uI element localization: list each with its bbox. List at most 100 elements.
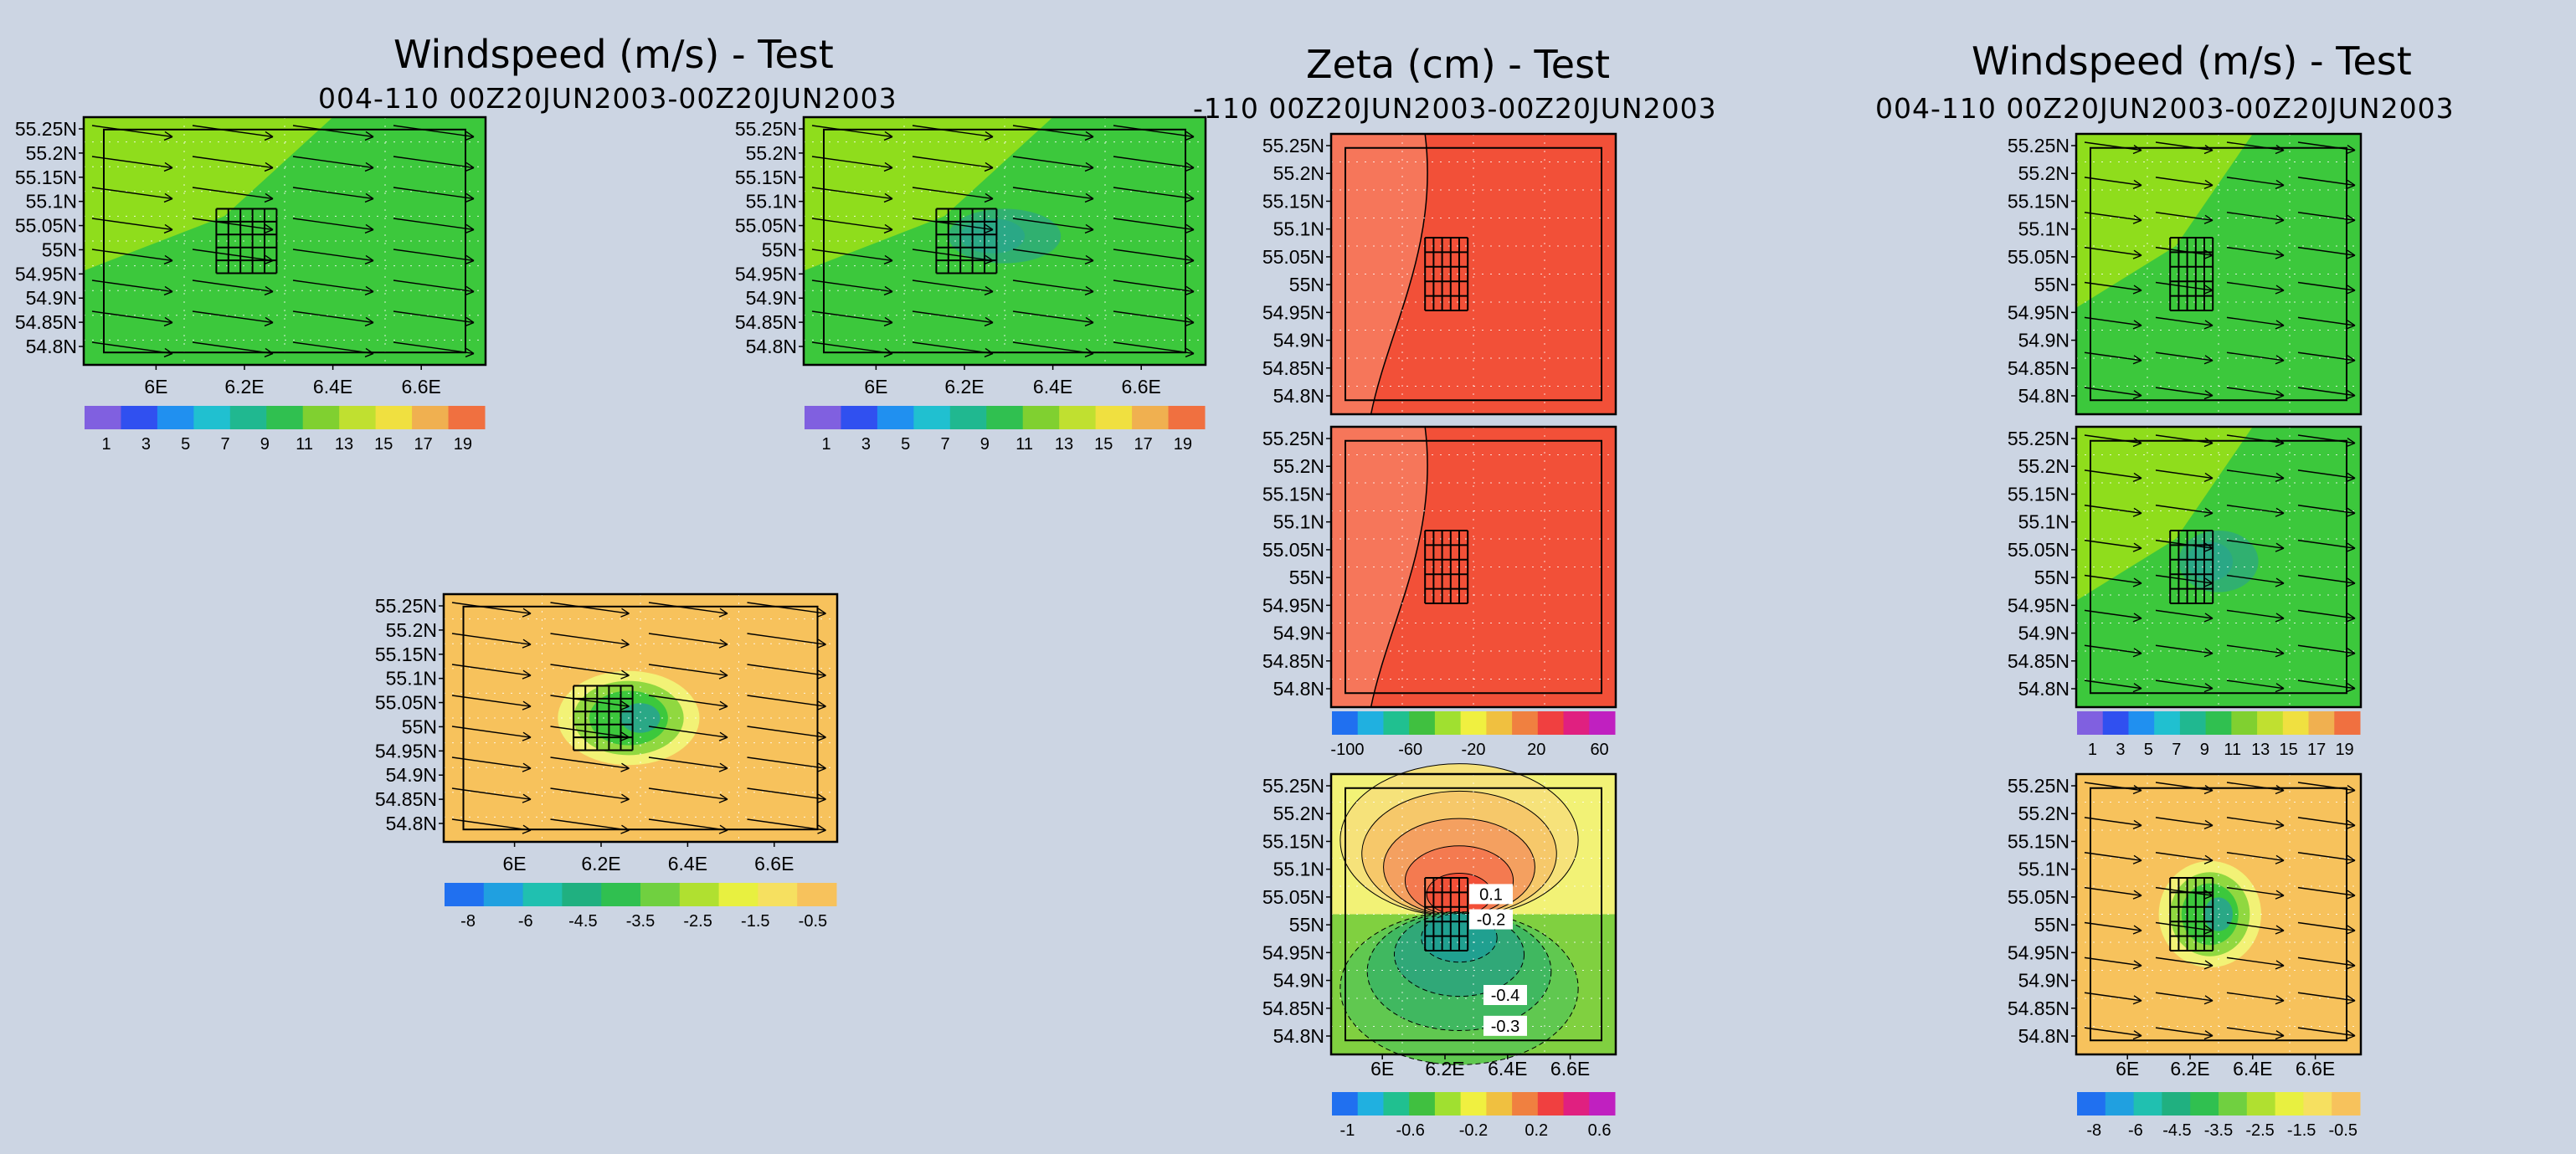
wind-arrow-head	[984, 131, 994, 141]
colorbar-label: -2.5	[683, 912, 712, 931]
wind-arrow-head	[2275, 249, 2285, 259]
wake-inner	[2187, 541, 2233, 582]
colorbar-label: -0.5	[799, 912, 827, 931]
lon-label: 6.4E	[313, 376, 352, 397]
map-frame	[2075, 772, 2363, 1056]
wind-arrow	[91, 187, 173, 200]
wind-arrow-head	[817, 731, 826, 741]
wind-arrow	[2155, 505, 2214, 514]
map-frame	[2075, 425, 2363, 709]
wind-arrow	[550, 695, 630, 707]
wind-arrow-head	[2132, 542, 2142, 552]
wind-arrow-head	[2203, 648, 2214, 658]
domain-box	[2090, 439, 2347, 695]
lat-label: 55.2N	[1273, 803, 1324, 824]
lat-label: 55.05N	[2008, 246, 2070, 268]
colorbar-label: -4.5	[568, 912, 597, 931]
lon-label: 6.6E	[402, 376, 441, 397]
wind-arrow-head	[2132, 819, 2142, 830]
contour-label-bg	[1469, 884, 1513, 905]
lat-label: 54.95N	[2008, 301, 2070, 323]
wind-arrow-head	[984, 223, 994, 234]
lat-label: 54.9N	[2018, 330, 2070, 351]
lat-label: 55N	[402, 715, 437, 737]
wind-arrow-head	[2203, 472, 2214, 483]
wind-arrow-head	[2346, 542, 2356, 552]
wind-arrow-head	[817, 824, 826, 834]
wind-arrow	[2084, 817, 2142, 827]
colorbar-swatch	[1132, 406, 1170, 429]
lat-label: 54.85N	[1262, 998, 1324, 1019]
wind-arrow	[2084, 539, 2142, 549]
colorbar-label: 1	[822, 435, 831, 454]
colorbar-swatch	[2162, 1092, 2191, 1116]
lat-label: 54.9N	[1273, 330, 1324, 351]
wind-arrow	[1012, 218, 1094, 231]
colorbar-swatch	[193, 406, 231, 429]
colorbar-label: -60	[1398, 741, 1422, 759]
wind-arrow	[2084, 886, 2142, 896]
lat-label: 54.8N	[1273, 385, 1324, 407]
wind-arrow-head	[2132, 960, 2142, 970]
lon-label: 6E	[503, 853, 527, 874]
map-area: 55.25N55.2N55.15N55.1N55.05N55N54.95N54.…	[735, 115, 1207, 454]
wind-arrow-head	[2346, 144, 2356, 155]
wind-arrow	[2226, 852, 2285, 861]
wind-arrow-head	[2132, 249, 2142, 259]
wind-arrow-head	[465, 192, 475, 203]
wind-arrow-head	[522, 700, 532, 710]
colorbar-swatch	[1022, 406, 1060, 429]
lat-label: 55.1N	[2018, 218, 2070, 240]
colorbar-swatch	[2303, 1092, 2332, 1116]
panel-zeta-middle: 55.25N 55.2N 55.15N 55.1N 55.05N 55N 54.95N 54.…	[1197, 425, 1649, 773]
wind-arrow-head	[2203, 1030, 2214, 1040]
wind-arrow-head	[1185, 162, 1195, 172]
wind-arrow-head	[465, 254, 475, 265]
colorbar-label: -1.5	[2287, 1121, 2316, 1140]
wind-arrow	[550, 818, 630, 831]
wind-arrow	[2297, 609, 2356, 619]
wind-arrow	[648, 787, 728, 800]
wind-arrow-head	[2346, 683, 2356, 693]
lat-label: 54.8N	[2018, 385, 2070, 407]
wind-arrow-head	[2275, 854, 2285, 864]
wind-arrow-head	[2132, 854, 2142, 864]
colorbar-label: 0.6	[1588, 1121, 1612, 1140]
wind-arrow-head	[2275, 320, 2285, 330]
lat-label: 55.25N	[15, 118, 77, 140]
wind-arrow	[648, 602, 728, 614]
colorbar-label: 19	[454, 435, 472, 454]
map-area: 55.25N55.2N55.15N55.1N55.05N55N54.95N54.…	[2008, 772, 2363, 1140]
wind-arrow-head	[2346, 784, 2356, 795]
wind-arrow	[2297, 1027, 2356, 1037]
wind-arrow	[1113, 156, 1195, 169]
lat-label: 55.1N	[26, 191, 77, 213]
wind-arrow-head	[1185, 254, 1195, 265]
wind-arrow	[648, 818, 728, 831]
wind-arrow	[2084, 351, 2142, 362]
colorbar-label: -8	[460, 912, 476, 931]
wind-arrow-head	[2132, 995, 2142, 1005]
lat-label: 55.1N	[1273, 859, 1324, 880]
colorbar-swatch	[1460, 1092, 1487, 1116]
wind-arrow	[2155, 177, 2214, 187]
wind-arrow-head	[718, 762, 728, 772]
colorbar-label: 20	[1527, 741, 1545, 759]
contour-label-bg	[1469, 909, 1513, 930]
wind-arrow-head	[817, 608, 826, 618]
colorbar-label: 13	[2251, 741, 2270, 759]
wind-arrow	[912, 218, 994, 231]
wind-arrow	[747, 664, 826, 676]
map-frame	[2075, 132, 2363, 416]
wind-arrow	[2226, 992, 2285, 1002]
lat-label: 55.15N	[735, 167, 797, 188]
wind-arrow-head	[883, 254, 893, 265]
wind-arrow	[1012, 280, 1094, 293]
wind-arrow-head	[2346, 472, 2356, 483]
wind-arrow	[2084, 1027, 2142, 1037]
wind-arrow	[451, 726, 532, 738]
wind-arrow	[2084, 387, 2142, 397]
wind-arrow	[192, 249, 274, 262]
wind-arrow-head	[364, 192, 374, 203]
colorbar-swatch	[679, 883, 720, 906]
